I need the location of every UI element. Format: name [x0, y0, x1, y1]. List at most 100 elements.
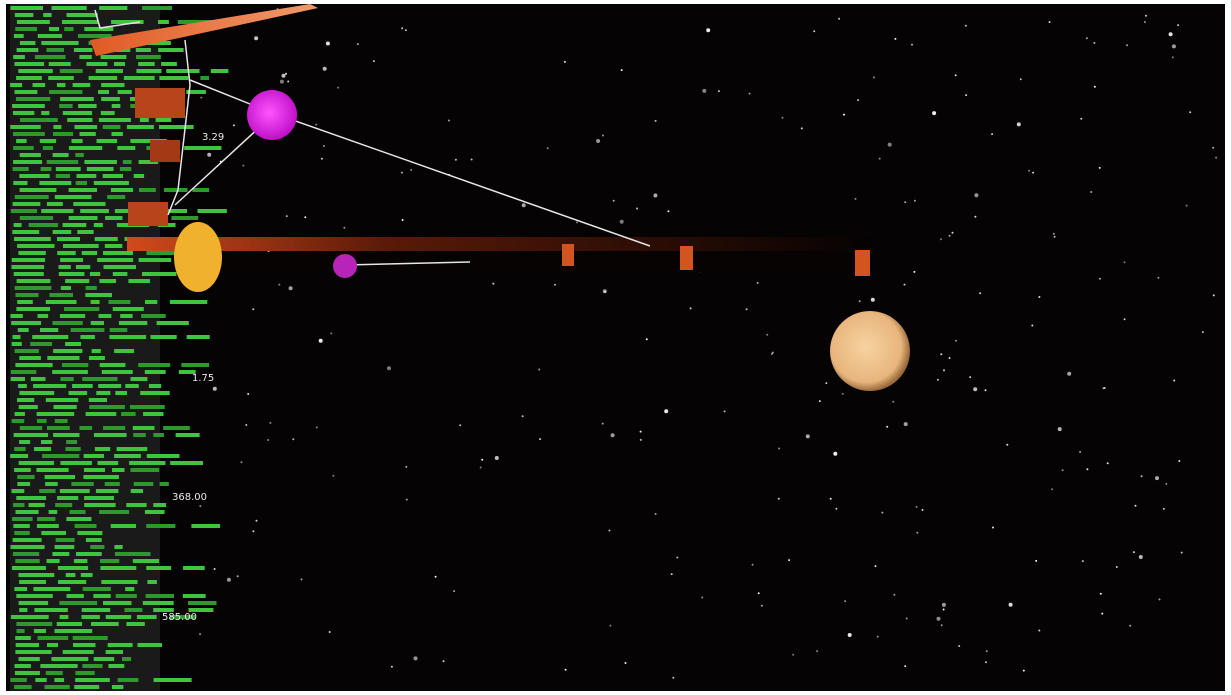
star: [1126, 44, 1129, 47]
star: [843, 113, 845, 116]
green-bar: [36, 524, 59, 528]
green-bar: [53, 132, 74, 136]
green-bar: [142, 601, 174, 605]
star: [624, 662, 627, 664]
green-bar: [15, 650, 52, 654]
green-bar: [85, 412, 117, 416]
star: [267, 439, 270, 441]
star: [778, 447, 781, 450]
star: [479, 466, 482, 469]
star: [576, 221, 578, 224]
green-bar: [186, 335, 210, 339]
star: [940, 238, 942, 241]
green-bar: [36, 412, 75, 416]
green-bar: [104, 244, 123, 248]
star: [608, 529, 611, 532]
green-bar: [18, 657, 40, 661]
star: [913, 199, 916, 202]
star: [401, 219, 404, 221]
green-bar: [12, 230, 40, 234]
green-bar: [153, 678, 192, 682]
green-bar: [41, 440, 53, 444]
green-bar: [96, 391, 111, 395]
green-bar: [120, 314, 133, 318]
star: [434, 575, 437, 578]
green-bar: [65, 279, 90, 283]
green-bar: [60, 286, 71, 290]
green-bar: [103, 601, 132, 605]
green-bar: [130, 377, 148, 381]
green-bar: [125, 587, 135, 591]
green-bar: [133, 433, 146, 437]
green-bar: [55, 503, 73, 507]
star: [405, 465, 408, 468]
green-bar: [45, 671, 63, 675]
green-bar: [135, 48, 151, 52]
green-bar: [18, 251, 46, 255]
star: [1123, 318, 1126, 321]
star: [800, 127, 803, 130]
star: [1035, 559, 1038, 562]
green-bar: [75, 678, 110, 682]
star: [245, 424, 248, 426]
green-bar: [145, 594, 174, 598]
green-bar: [181, 363, 210, 367]
star: [932, 111, 937, 116]
star: [242, 164, 245, 167]
green-bar: [16, 279, 51, 283]
green-bar: [16, 76, 42, 80]
green-bar: [12, 167, 29, 171]
green-bar: [66, 594, 84, 598]
connector-line: [344, 261, 471, 266]
green-bar: [186, 90, 206, 94]
green-bar: [13, 132, 45, 136]
green-bar: [46, 202, 63, 206]
green-bar: [146, 454, 180, 458]
star: [405, 498, 408, 501]
green-bar: [36, 468, 69, 472]
star: [1157, 276, 1160, 279]
green-bar: [80, 209, 109, 213]
star: [1115, 566, 1118, 568]
star: [1189, 111, 1192, 114]
green-bar: [107, 195, 126, 199]
star: [654, 513, 657, 515]
green-bar: [138, 363, 171, 367]
star: [979, 292, 982, 295]
star: [818, 400, 821, 403]
green-bar: [130, 489, 144, 493]
green-bar: [114, 552, 151, 556]
green-bar: [12, 566, 46, 570]
green-bar: [100, 566, 137, 570]
green-bar: [72, 384, 93, 388]
green-bar: [72, 83, 91, 87]
star: [766, 333, 769, 336]
star: [1090, 191, 1093, 193]
star: [401, 171, 403, 174]
star: [653, 193, 658, 198]
green-bar: [13, 524, 30, 528]
green-bar: [191, 524, 221, 528]
star: [940, 353, 943, 356]
star: [596, 139, 601, 143]
star: [903, 283, 906, 286]
green-bar: [48, 62, 71, 66]
star: [413, 656, 418, 661]
green-bar: [97, 461, 119, 465]
star: [664, 409, 669, 414]
star: [874, 565, 877, 568]
green-bar: [14, 587, 28, 591]
sun: [830, 311, 910, 391]
star: [916, 531, 919, 534]
green-bar: [32, 83, 46, 87]
green-bar: [91, 349, 101, 353]
green-bar: [37, 517, 56, 521]
star: [320, 157, 323, 160]
star: [955, 339, 957, 342]
green-bar: [52, 370, 88, 374]
star: [1171, 44, 1176, 49]
green-bar: [12, 335, 21, 339]
green-bar: [11, 321, 42, 325]
star: [521, 203, 526, 208]
green-bar: [83, 475, 119, 479]
